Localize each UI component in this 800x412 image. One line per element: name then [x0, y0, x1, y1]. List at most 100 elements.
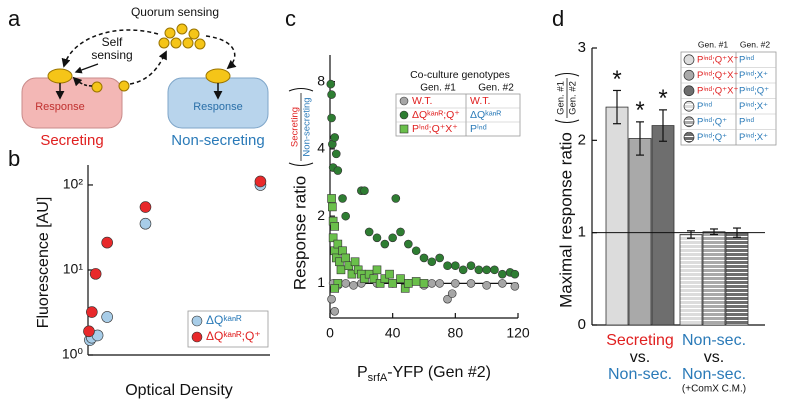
point	[139, 217, 152, 230]
point	[327, 113, 336, 123]
point	[427, 257, 437, 267]
point	[364, 269, 374, 279]
x-axis-label-part: srfA	[368, 372, 388, 384]
legend-marker	[399, 124, 409, 134]
point	[380, 239, 390, 249]
signal	[188, 28, 200, 40]
point	[388, 279, 397, 288]
y-tick-label: 1	[578, 224, 586, 241]
legend-label: Pⁱⁿᵈ	[739, 54, 754, 65]
paren	[554, 73, 580, 77]
arrow	[74, 63, 99, 74]
point	[419, 279, 429, 288]
legend-marker	[683, 85, 695, 97]
x-tick-label: 120	[506, 325, 530, 341]
legend-label: ΔQᵏᵃⁿᴿ	[206, 313, 242, 327]
point	[435, 253, 444, 263]
point	[83, 325, 95, 338]
diagram-label: Response	[35, 101, 85, 113]
legend-box	[395, 93, 521, 137]
x-tick-label: 40	[385, 325, 401, 341]
y-tick-label: 2	[317, 207, 325, 223]
dashed-arrow	[205, 35, 237, 70]
point	[369, 274, 379, 283]
signal	[182, 37, 194, 49]
diagram-label: Self	[102, 35, 123, 49]
legend-marker	[683, 131, 695, 143]
y-tick-label: 4	[317, 140, 325, 156]
legend-label: Pⁱⁿᵈ;X⁺	[739, 132, 768, 143]
point	[466, 279, 476, 288]
point	[490, 265, 499, 275]
x-axis-label-part: -YFP (Gen #2)	[387, 364, 491, 381]
legend-label: W.T.	[412, 95, 432, 107]
panel-label: d	[552, 6, 564, 31]
y-axis-label: Maximal response ratio Gen. #1 Gen. #2	[554, 73, 580, 308]
point	[331, 149, 341, 159]
point	[86, 306, 98, 318]
y-tick-label: 1	[317, 274, 325, 290]
legend-marker	[683, 116, 695, 128]
signal-cluster	[158, 23, 206, 50]
signal	[170, 37, 182, 49]
signal	[118, 80, 130, 92]
signal	[176, 23, 188, 35]
legend-label: Pⁱⁿᵈ;Q⁺	[697, 132, 727, 143]
point	[350, 257, 360, 267]
paren	[288, 162, 314, 166]
error-bar	[636, 121, 644, 156]
legend-title: Co-culture genotypes	[410, 69, 510, 81]
legend-label: Pⁱⁿᵈ;Q⁺X⁺	[697, 54, 738, 65]
y-axis-label: Response ratio Secreting Non-secreting	[288, 88, 314, 290]
legend-marker	[683, 54, 695, 66]
point	[333, 166, 343, 175]
point	[101, 236, 113, 249]
group-label: (+ComX C.M.)	[682, 384, 746, 395]
y-axis-label: Fluorescence [AU]	[35, 197, 52, 329]
point	[327, 294, 336, 304]
point	[347, 269, 357, 279]
point	[404, 279, 413, 288]
point	[326, 79, 336, 89]
legend-label: ΔQᵏᵃⁿᴿ;Q⁺	[412, 109, 460, 121]
y-tick-label: 10¹	[63, 261, 84, 277]
diagram-label: Quorum sensing	[131, 5, 219, 19]
signal	[158, 37, 170, 49]
receptor	[47, 68, 73, 84]
point	[482, 281, 491, 290]
point	[498, 269, 507, 279]
legend-marker	[191, 315, 203, 327]
error-bar	[687, 230, 695, 239]
point	[466, 261, 476, 271]
diagram-label: Non-secreting	[171, 132, 264, 149]
annotation: *	[612, 66, 621, 93]
point	[372, 233, 382, 243]
legend-marker	[683, 69, 695, 81]
point	[327, 194, 336, 203]
point	[349, 281, 358, 290]
y-tick-label: 2	[578, 131, 586, 148]
point	[447, 289, 457, 298]
point	[338, 246, 347, 256]
legend-box	[187, 310, 269, 348]
point	[427, 279, 437, 288]
annotation: *	[635, 97, 644, 124]
error-bar	[733, 227, 741, 238]
legend-label: Pⁱⁿᵈ;X⁺	[739, 70, 768, 81]
legend-label: Pⁱⁿᵈ	[470, 123, 487, 135]
point	[333, 239, 343, 249]
error-bar	[613, 89, 621, 125]
y-tick-label: 10⁰	[62, 346, 84, 362]
panel-label: b	[8, 146, 20, 171]
point	[498, 279, 507, 288]
y-tick-label: 10²	[63, 176, 84, 192]
point	[375, 279, 385, 288]
legend-label: Pⁱⁿᵈ;X⁺	[739, 101, 768, 112]
point	[411, 277, 421, 286]
dashed-arrow	[72, 76, 93, 87]
bar	[605, 106, 629, 326]
y-tick-label: 3	[578, 39, 586, 56]
point	[385, 269, 394, 279]
point	[328, 202, 337, 212]
